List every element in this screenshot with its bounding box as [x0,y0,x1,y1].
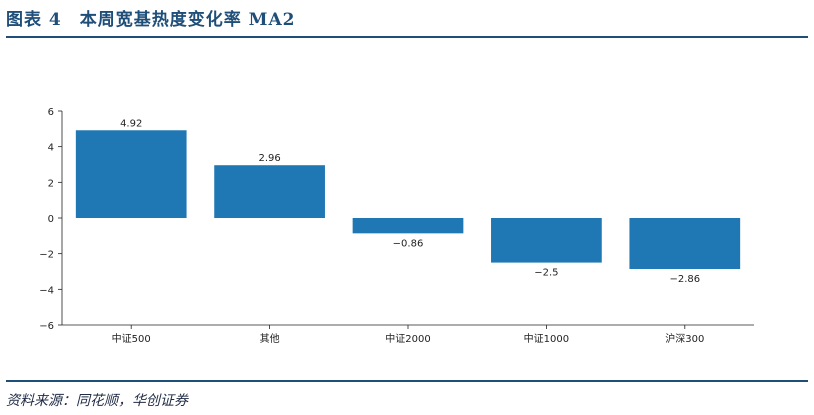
bar [75,130,187,218]
y-tick-label: 4 [48,143,54,154]
x-tick-label: 中证1000 [524,332,569,345]
bar [629,218,741,270]
bars [75,130,741,270]
x-tick-label: 中证500 [112,332,151,345]
bar [352,218,464,234]
bar-value-label: 2.96 [258,153,280,164]
x-tick-label: 中证2000 [385,332,430,345]
value-labels: 4.92 2.96 −0.86 −2.5 −2.86 [120,118,700,285]
bar-value-label: −0.86 [393,238,424,249]
y-tick-label: −6 [39,321,54,332]
y-tick-label: 0 [48,214,54,225]
x-axis: 中证500 其他 中证2000 中证1000 沪深300 [62,324,754,345]
source-note: 资料来源：同花顺，华创证券 [6,393,188,409]
y-tick-label: 6 [48,107,54,118]
bar [214,165,325,218]
x-tick-label: 沪深300 [665,332,704,345]
y-tick-label: −2 [39,250,54,261]
bar-value-label: 4.92 [120,118,142,129]
x-tick-label: 其他 [260,332,280,345]
bar-value-label: −2.86 [669,274,700,285]
y-tick-label: −4 [39,285,54,296]
figure-title: 图表 4 本周宽基热度变化率 MA2 [6,10,296,30]
bar-value-label: −2.5 [534,268,558,279]
y-tick-label: 2 [48,178,54,189]
bar [491,218,602,263]
y-axis: −6 −4 −2 0 2 4 6 [39,107,63,332]
footer-rule [6,380,808,382]
title-rule [6,36,808,38]
